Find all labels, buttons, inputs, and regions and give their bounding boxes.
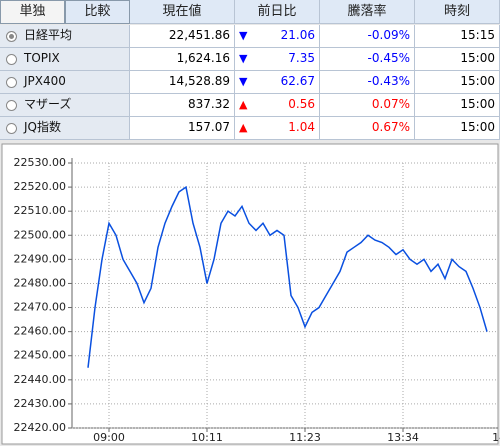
- column-header: 前日比: [235, 0, 320, 24]
- change: 1.04 ▲: [235, 117, 320, 140]
- index-name[interactable]: マザーズ: [0, 94, 130, 117]
- tab[interactable]: 単独: [0, 0, 65, 24]
- price: 22,451.86: [130, 25, 235, 48]
- index-table: 単独 比較 現在値 前日比 騰落率 時刻日経平均 22,451.86 21.06 ▼ -0.09%…: [0, 0, 500, 142]
- y-tick-label: 22440.00: [14, 373, 67, 386]
- change: 21.06 ▼: [235, 25, 320, 48]
- column-header: 時刻: [415, 0, 500, 24]
- y-tick-label: 22520.00: [14, 180, 67, 193]
- y-tick-label: 22450.00: [14, 349, 67, 362]
- x-tick-label: 09:00: [93, 431, 125, 444]
- index-name[interactable]: JPX400: [0, 71, 130, 94]
- y-tick-label: 22460.00: [14, 325, 67, 338]
- chart-frame: [1, 143, 499, 445]
- y-tick-label: 22430.00: [14, 397, 67, 410]
- index-name[interactable]: 日経平均: [0, 25, 130, 48]
- time: 15:15: [415, 25, 500, 48]
- y-tick-label: 22470.00: [14, 301, 67, 314]
- percent: 0.67%: [320, 117, 415, 140]
- y-tick-label: 22500.00: [14, 228, 67, 241]
- radio[interactable]: [6, 100, 17, 111]
- radio[interactable]: [6, 54, 17, 65]
- change: 62.67 ▼: [235, 71, 320, 94]
- arrow: ▲: [239, 98, 248, 111]
- arrow: ▼: [239, 29, 248, 42]
- percent: -0.09%: [320, 25, 415, 48]
- arrow: ▲: [239, 121, 248, 134]
- x-tick-label: 13:34: [387, 431, 419, 444]
- tab[interactable]: 比較: [65, 0, 130, 24]
- y-tick-label: 22510.00: [14, 204, 67, 217]
- radio[interactable]: [6, 31, 17, 42]
- time: 15:00: [415, 71, 500, 94]
- percent: -0.43%: [320, 71, 415, 94]
- y-tick-label: 22420.00: [14, 421, 67, 434]
- change: 7.35 ▼: [235, 48, 320, 71]
- time: 15:00: [415, 117, 500, 140]
- price: 14,528.89: [130, 71, 235, 94]
- price-line: [87, 185, 488, 368]
- index-name[interactable]: JQ指数: [0, 117, 130, 140]
- radio[interactable]: [6, 123, 17, 134]
- y-tick-label: 22530.00: [14, 156, 67, 169]
- percent: 0.07%: [320, 94, 415, 117]
- x-tick-label: 10:11: [191, 431, 223, 444]
- time: 15:00: [415, 94, 500, 117]
- radio[interactable]: [6, 77, 17, 88]
- price: 1,624.16: [130, 48, 235, 71]
- index-name[interactable]: TOPIX: [0, 48, 130, 71]
- column-header: 騰落率: [320, 0, 415, 24]
- y-tick-label: 22480.00: [14, 276, 67, 289]
- arrow: ▼: [239, 75, 248, 88]
- percent: -0.45%: [320, 48, 415, 71]
- price: 157.07: [130, 117, 235, 140]
- arrow: ▼: [239, 52, 248, 65]
- time: 15:00: [415, 48, 500, 71]
- chart: 22420.00 22430.00 22440.00 22450.00 22460.00…: [1, 143, 500, 445]
- column-header: 現在値: [130, 0, 235, 24]
- x-tick-label: 11:23: [289, 431, 321, 444]
- price: 837.32: [130, 94, 235, 117]
- y-tick-label: 22490.00: [14, 252, 67, 265]
- x-tick-label: 14:: [492, 431, 500, 444]
- change: 0.56 ▲: [235, 94, 320, 117]
